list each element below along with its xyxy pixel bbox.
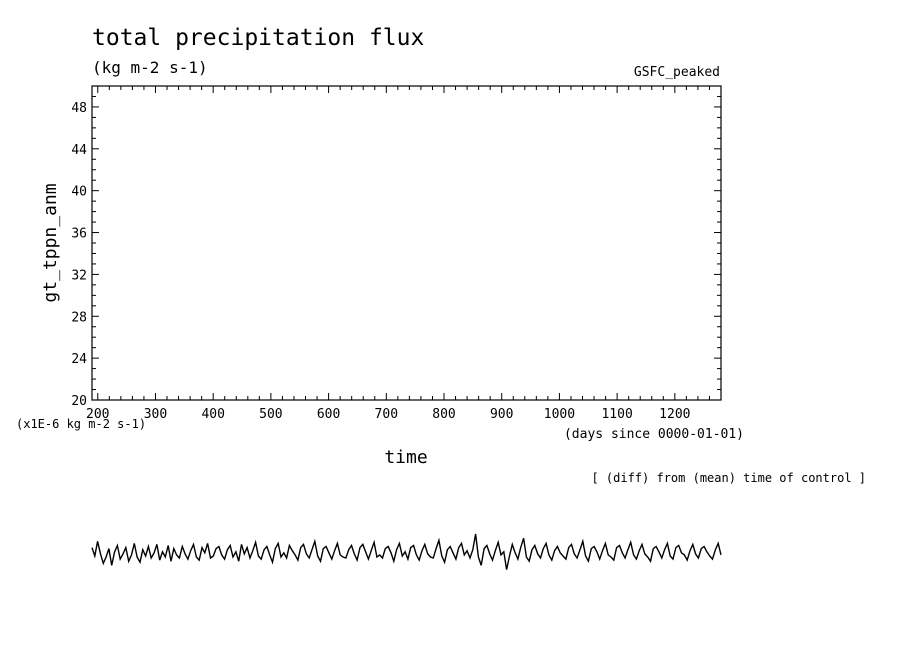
x-tick-label: 1200	[659, 407, 690, 422]
x-tick-label: 300	[144, 407, 167, 422]
series-line	[91, 533, 722, 570]
y-tick-label: 40	[71, 185, 87, 200]
experiment-label: GSFC_peaked	[634, 65, 720, 80]
y-tick-label: 36	[71, 227, 87, 242]
x-tick-label: 600	[317, 407, 340, 422]
x-tick-label: 900	[490, 407, 513, 422]
plot-frame	[91, 85, 722, 401]
x-tick-label: 1000	[544, 407, 575, 422]
x-units-label: (days since 0000-01-01)	[564, 427, 744, 442]
diff-note: [ (diff) from (mean) time of control ]	[591, 471, 866, 485]
x-tick-label: 800	[432, 407, 455, 422]
x-tick-label: 200	[86, 407, 109, 422]
y-tick-label: 44	[71, 143, 87, 158]
x-tick-label: 1100	[601, 407, 632, 422]
x-axis-label: time	[384, 447, 427, 468]
y-axis-label: gt_tppn_anm	[40, 183, 61, 302]
chart-units: (kg m-2 s-1)	[92, 58, 208, 77]
y-scale-note: (x1E-6 kg m-2 s-1)	[16, 417, 146, 431]
x-tick-label: 400	[201, 407, 224, 422]
x-tick-label: 700	[375, 407, 398, 422]
y-tick-label: 20	[71, 394, 87, 409]
x-axis-ticks: 200 300 400 500 600 700 800 900 1000 1100 1200	[86, 86, 722, 422]
y-tick-label: 32	[71, 268, 87, 283]
y-tick-label: 28	[71, 310, 87, 325]
y-tick-label: 24	[71, 352, 87, 367]
y-tick-label: 48	[71, 101, 87, 116]
y-axis-ticks: 20 24 28 32 36 40 44 48	[71, 85, 721, 409]
chart-title: total precipitation flux	[92, 25, 424, 51]
x-tick-label: 500	[259, 407, 282, 422]
